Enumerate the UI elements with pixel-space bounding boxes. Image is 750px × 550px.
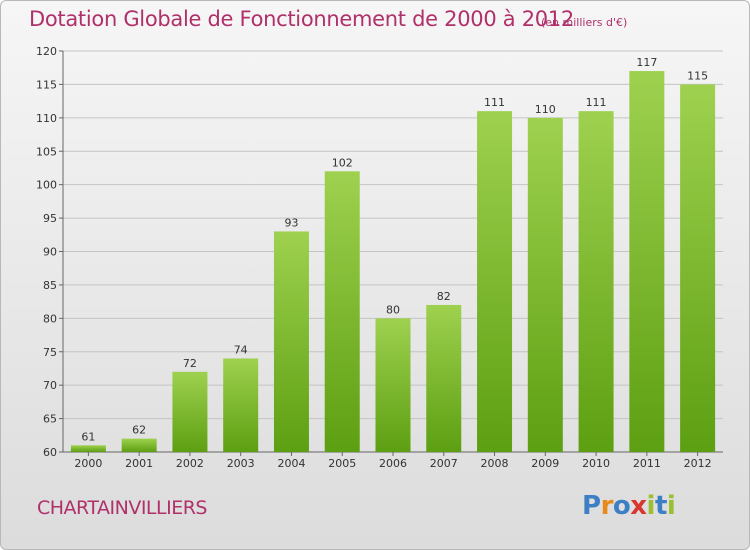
y-tick-label: 95	[43, 212, 57, 225]
data-label-2002: 72	[183, 357, 197, 370]
x-tick-label-2009: 2009	[531, 457, 559, 470]
logo-letter: x	[630, 491, 647, 521]
bar-2007	[426, 304, 462, 452]
x-tick-label-2008: 2008	[481, 457, 509, 470]
x-tick-label-2011: 2011	[633, 457, 661, 470]
bar-2003	[223, 358, 259, 452]
bar-2006	[375, 318, 411, 452]
y-tick-label: 100	[36, 179, 57, 192]
logo-letter: P	[582, 491, 601, 521]
x-tick-labels: 2000 2001 2002 2003 2004 2005 2006 2007 2008 2009…	[74, 452, 712, 470]
data-label-2005: 102	[332, 156, 353, 169]
y-tick-label: 60	[43, 446, 57, 459]
y-tick-label: 105	[36, 145, 57, 158]
data-label-2008: 111	[484, 96, 505, 109]
data-label-2003: 74	[234, 343, 248, 356]
bar-2011	[629, 71, 665, 453]
bar-2005	[324, 171, 360, 453]
x-tick-label-2000: 2000	[74, 457, 102, 470]
bar-2010	[578, 111, 614, 453]
commune-name: CHARTAINVILLIERS	[37, 497, 207, 519]
data-label-2007: 82	[437, 290, 451, 303]
x-tick-label-2001: 2001	[125, 457, 153, 470]
bar-2002	[172, 371, 208, 452]
x-tick-label-2010: 2010	[582, 457, 610, 470]
bar-2008	[477, 111, 513, 453]
logo-letter: t	[654, 491, 667, 521]
bar-2001	[121, 438, 157, 452]
logo-letter: i	[666, 491, 676, 521]
y-tick-label: 85	[43, 279, 57, 292]
logo-letter: i	[646, 491, 656, 521]
y-tick-label: 65	[43, 413, 57, 426]
x-tick-label-2012: 2012	[684, 457, 712, 470]
chart-title: Dotation Globale de Fonctionnement de 20…	[29, 7, 574, 31]
data-label-2000: 61	[81, 430, 95, 443]
y-tick-label: 70	[43, 379, 57, 392]
x-tick-label-2002: 2002	[176, 457, 204, 470]
proxiti-logo: Proxiti	[582, 491, 676, 521]
y-tick-label: 75	[43, 346, 57, 359]
logo-letter: o	[612, 491, 631, 521]
y-tick-label: 90	[43, 246, 57, 259]
logo-letter: r	[600, 491, 614, 521]
x-tick-label-2005: 2005	[328, 457, 356, 470]
y-tick-label: 115	[36, 78, 57, 91]
data-label-2012: 115	[687, 69, 708, 82]
bar-2012	[680, 84, 716, 453]
data-label-2009: 110	[535, 103, 556, 116]
y-tick-labels: 60 65 70 75 80 85 90 95 100 105 110 115 120	[36, 45, 57, 459]
data-labels: 61 62 72 74 93 102 80 82 111 110 111 117 115	[81, 56, 708, 443]
bars	[70, 71, 716, 453]
data-label-2010: 111	[586, 96, 607, 109]
data-label-2006: 80	[386, 303, 400, 316]
y-tick-label: 110	[36, 112, 57, 125]
x-tick-label-2006: 2006	[379, 457, 407, 470]
chart-subtitle: (en milliers d'€)	[541, 16, 628, 29]
bar-2000	[70, 445, 106, 452]
y-tick-label: 80	[43, 312, 57, 325]
x-tick-label-2007: 2007	[430, 457, 458, 470]
x-tick-label-2004: 2004	[277, 457, 305, 470]
y-tick-label: 120	[36, 45, 57, 58]
data-label-2011: 117	[636, 56, 657, 69]
x-tick-label-2003: 2003	[227, 457, 255, 470]
data-label-2004: 93	[284, 216, 298, 229]
data-label-2001: 62	[132, 424, 146, 437]
bar-2009	[527, 117, 563, 452]
bar-2004	[273, 231, 309, 452]
